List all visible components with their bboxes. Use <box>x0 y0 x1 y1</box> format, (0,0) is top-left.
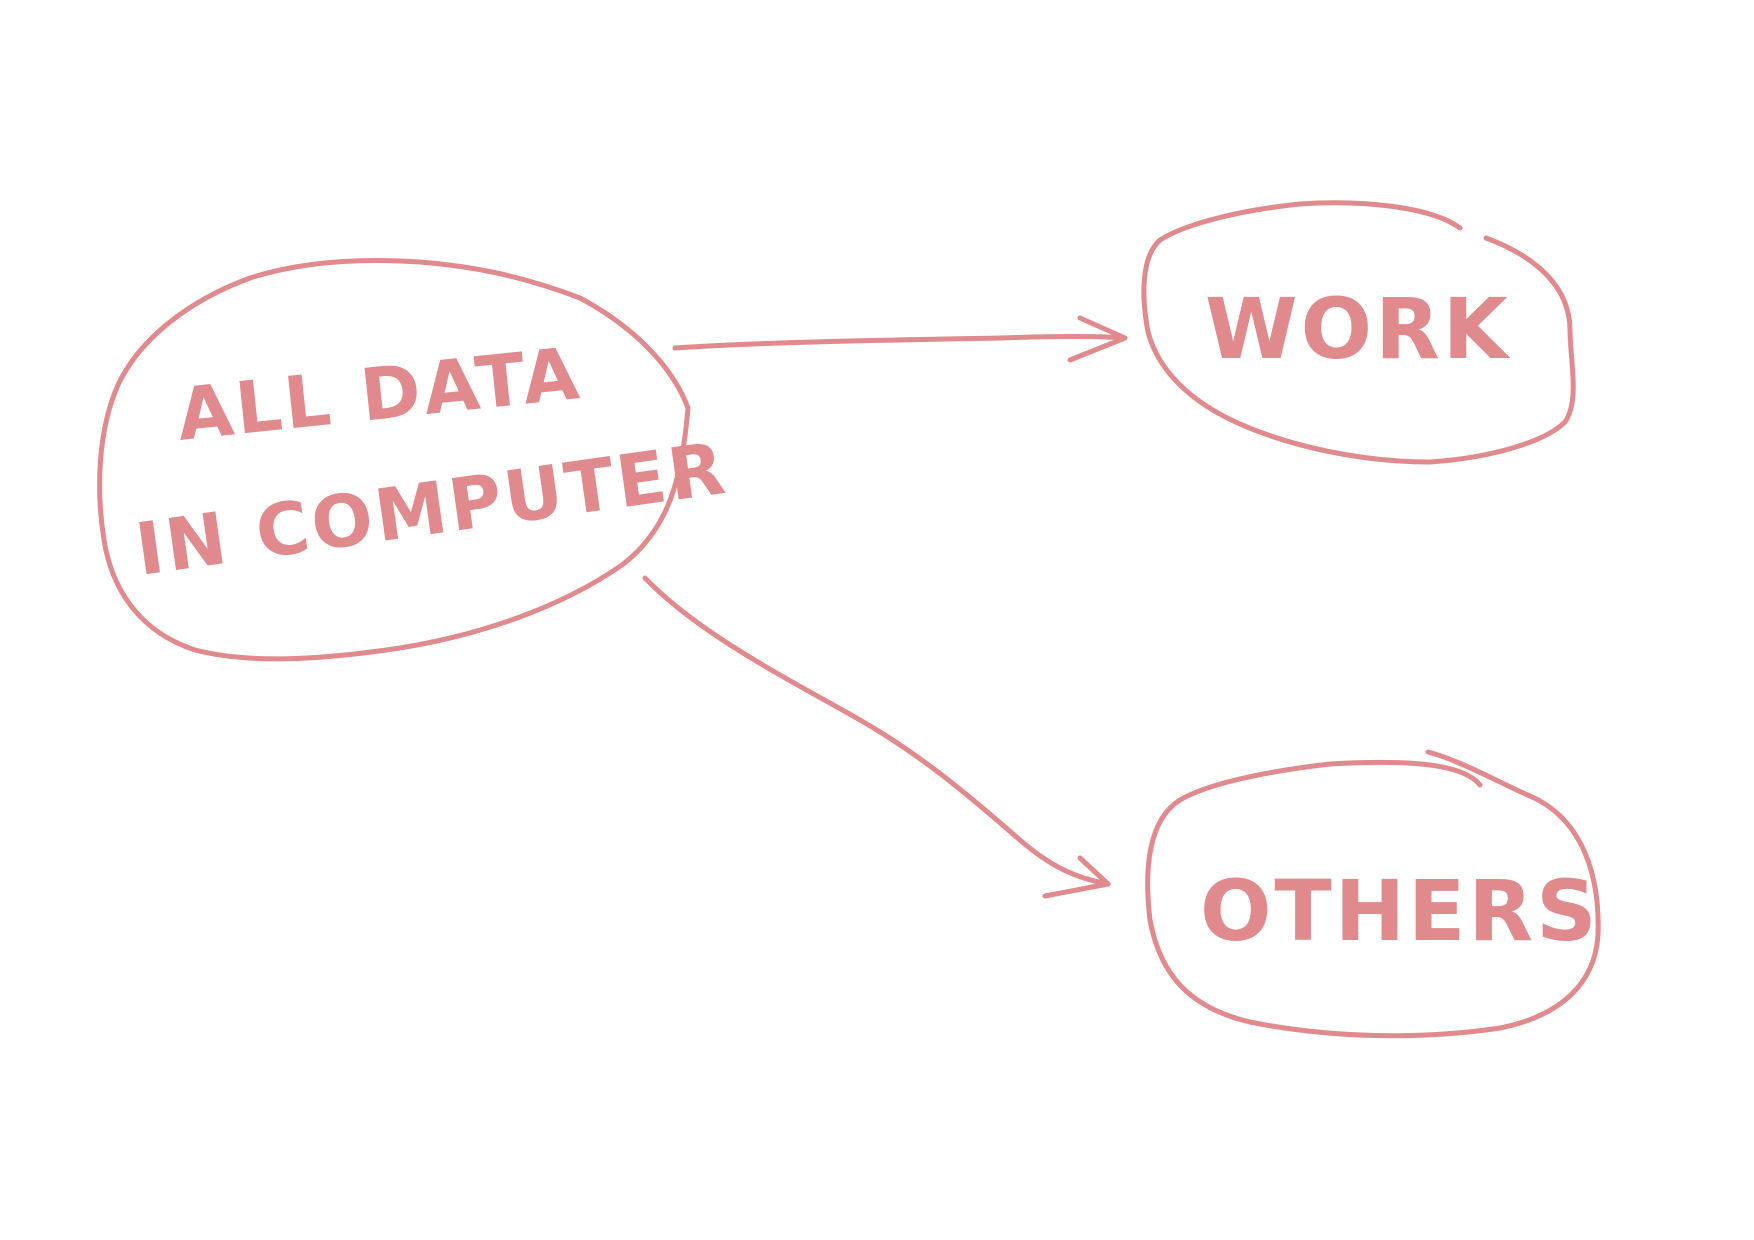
node-all-data-label-line1: ALL DATA <box>173 331 585 457</box>
node-work-outline <box>1141 200 1576 465</box>
edge-to-others-line <box>642 575 1111 887</box>
edge-to-work <box>672 315 1128 363</box>
edge-to-others-arrowhead <box>1042 855 1111 899</box>
node-all-data: ALL DATA IN COMPUTER <box>97 258 732 662</box>
node-others: OTHERS <box>1145 749 1601 1039</box>
node-all-data-outline <box>97 258 691 662</box>
edge-to-work-line <box>672 334 1128 351</box>
node-work-label: WORK <box>1205 280 1511 378</box>
edge-to-work-arrowhead <box>1067 315 1128 363</box>
edge-to-others <box>642 575 1111 899</box>
node-work: WORK <box>1141 200 1576 465</box>
node-others-label: OTHERS <box>1200 862 1600 960</box>
node-others-outline <box>1145 749 1601 1039</box>
